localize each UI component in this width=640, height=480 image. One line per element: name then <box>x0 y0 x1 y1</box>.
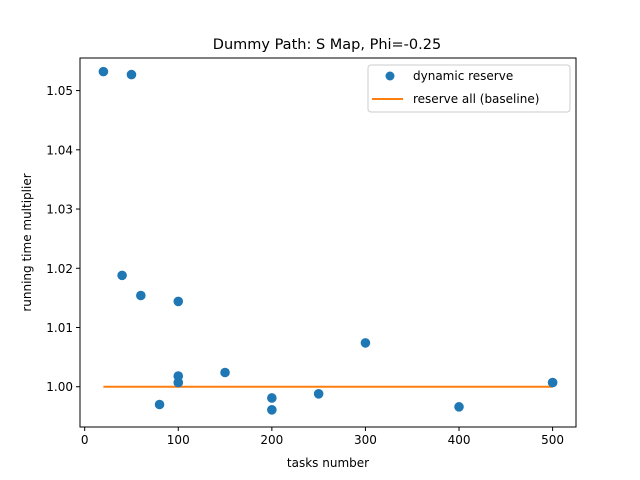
y-axis: 1.00 1.01 1.02 1.03 1.04 1.05 <box>46 84 80 394</box>
legend-marker-dynamic-reserve <box>385 71 395 81</box>
data-point <box>313 389 324 399</box>
y-tick-label: 1.01 <box>46 321 73 335</box>
x-tick-label: 200 <box>260 433 283 447</box>
y-tick-label: 1.05 <box>46 84 73 98</box>
x-tick-label: 0 <box>81 433 89 447</box>
data-point <box>173 296 184 307</box>
data-point <box>267 393 277 403</box>
data-point <box>117 270 127 281</box>
legend-label-reserve-all: reserve all (baseline) <box>413 92 539 106</box>
x-tick-label: 300 <box>354 433 377 447</box>
plot-frame <box>79 57 577 428</box>
data-point <box>173 377 184 388</box>
data-point <box>454 402 464 412</box>
legend-box <box>367 64 571 113</box>
y-tick-label: 1.04 <box>46 143 73 157</box>
x-tick-label: 500 <box>541 433 564 447</box>
y-axis-label: running time multiplier <box>20 173 34 311</box>
data-point <box>126 69 137 80</box>
data-point <box>136 290 146 301</box>
x-axis: 0 100 200 300 400 500 <box>81 427 564 447</box>
y-tick-label: 1.02 <box>46 262 73 276</box>
legend-label-dynamic-reserve: dynamic reserve <box>413 69 513 83</box>
plot-area <box>98 66 558 415</box>
chart-title: Dummy Path: S Map, Phi=-0.25 <box>213 37 441 53</box>
data-point <box>154 399 165 410</box>
data-point <box>98 66 109 77</box>
data-point <box>547 377 558 388</box>
legend: dynamic reserve reserve all (baseline) <box>367 64 571 113</box>
data-point <box>267 405 277 415</box>
x-tick-label: 100 <box>167 433 190 447</box>
data-point <box>220 367 230 378</box>
x-tick-label: 400 <box>448 433 471 447</box>
y-tick-label: 1.00 <box>46 380 73 394</box>
data-point <box>360 338 371 348</box>
y-tick-label: 1.03 <box>46 203 73 217</box>
x-axis-label: tasks number <box>287 456 369 470</box>
